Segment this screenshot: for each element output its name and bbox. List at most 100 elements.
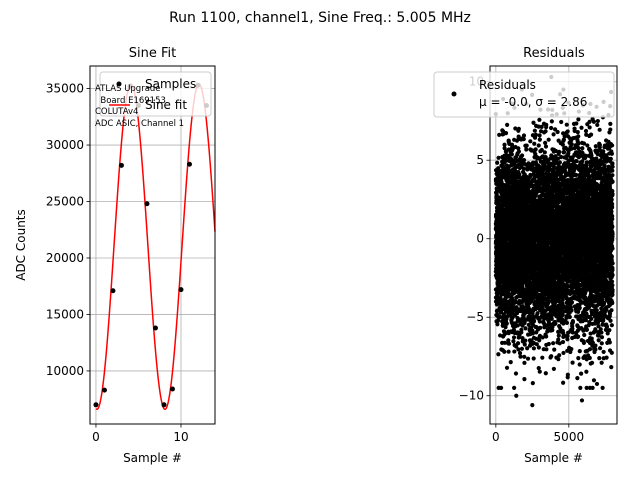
sine-fit-xtick-label: 0	[92, 430, 100, 444]
residual-point	[561, 350, 566, 356]
residual-point	[531, 346, 537, 351]
residual-point	[557, 149, 562, 154]
residual-point	[524, 147, 529, 152]
sine-fit-ytick-label: 10000	[46, 364, 84, 378]
residual-point	[512, 349, 517, 354]
residual-point	[497, 132, 502, 137]
residual-point	[561, 380, 566, 385]
residual-point	[528, 139, 533, 144]
residual-point	[536, 366, 541, 371]
residual-point	[523, 338, 528, 343]
residual-point	[551, 132, 556, 137]
residual-point	[519, 300, 525, 305]
residual-point	[533, 132, 538, 137]
sine-fit-xtick-label: 10	[173, 430, 188, 444]
residual-point	[495, 160, 500, 165]
residual-point	[504, 365, 510, 370]
residual-point	[496, 352, 501, 357]
residual-point	[544, 334, 549, 339]
sine-fit-ytick-label: 15000	[46, 307, 84, 321]
residual-point	[509, 152, 514, 157]
sine-fit-ticks: 0 10 10000 15000 20000 25000 30000 35000	[46, 82, 189, 444]
residual-point	[511, 339, 516, 344]
residual-point	[520, 153, 525, 158]
residual-point	[516, 146, 521, 151]
residual-point	[503, 130, 509, 136]
residual-point	[522, 354, 527, 359]
residual-point	[521, 158, 527, 163]
residual-point	[551, 341, 556, 346]
residual-point	[522, 342, 527, 347]
residual-point	[516, 149, 522, 154]
residual-point	[522, 360, 527, 365]
residual-point	[502, 349, 507, 354]
sine-fit-ylabel: ADC Counts	[14, 209, 28, 281]
residual-point	[561, 150, 567, 155]
annotation-line-4: ADC ASIC, Channel 1	[95, 119, 184, 129]
residual-point	[518, 354, 523, 359]
residual-point	[496, 155, 501, 160]
residual-point	[537, 137, 542, 142]
residual-point	[512, 385, 517, 390]
residual-point	[537, 369, 542, 374]
residual-point	[522, 377, 527, 382]
residual-point	[524, 143, 529, 148]
residual-point	[515, 323, 520, 328]
residual-point	[564, 122, 569, 127]
residual-point	[543, 371, 548, 376]
residual-point	[556, 357, 561, 362]
residual-point	[546, 299, 551, 304]
residual-point	[495, 318, 501, 323]
residual-point	[533, 147, 538, 152]
residual-point	[525, 356, 531, 361]
residual-point	[516, 347, 521, 352]
residual-point	[544, 122, 549, 127]
residual-point	[543, 129, 548, 134]
residual-point	[506, 349, 511, 354]
residual-point	[564, 320, 569, 326]
residual-point	[557, 353, 562, 358]
sample-point	[186, 161, 192, 167]
residual-point	[560, 142, 566, 147]
residual-point	[536, 345, 541, 350]
sine-fit-legend: Samples Sine fit	[99, 71, 212, 117]
residual-point	[537, 133, 542, 138]
sample-point	[178, 287, 184, 293]
residual-point	[506, 341, 512, 346]
sine-fit-ytick-label: 35000	[46, 82, 84, 96]
sine-fit-annotation: ATLAS Upgrade Board E169153 COLUTAv4 ADC…	[95, 84, 184, 129]
sine-fit-ytick-label: 20000	[46, 251, 84, 265]
residual-point	[513, 344, 519, 349]
residual-point	[519, 346, 525, 351]
residual-point	[553, 321, 558, 326]
residual-point	[531, 319, 537, 324]
residual-point	[549, 316, 554, 321]
residual-point	[506, 338, 511, 343]
residual-point	[546, 137, 551, 142]
annotation-line-2: Board E169153	[95, 96, 166, 106]
residual-point	[517, 172, 522, 177]
residual-point	[532, 128, 537, 133]
residual-point	[516, 126, 521, 131]
sample-point	[161, 402, 167, 408]
sine-fit-ytick-label: 30000	[46, 138, 84, 152]
sine-fit-ytick-label: 25000	[46, 195, 84, 209]
residuals-plot-area	[493, 74, 615, 408]
residual-point	[549, 119, 554, 124]
residual-point	[517, 350, 523, 356]
annotation-line-3: COLUTAv4	[95, 107, 138, 117]
residual-point	[523, 326, 528, 331]
residual-point	[559, 119, 564, 125]
residual-point	[549, 125, 554, 131]
residual-point	[537, 117, 542, 122]
residual-point	[556, 333, 561, 338]
residual-point	[543, 144, 549, 149]
residual-point	[565, 129, 570, 134]
residual-point	[505, 122, 510, 127]
residual-point	[557, 160, 562, 165]
residual-point	[530, 381, 535, 386]
residual-point	[515, 341, 521, 346]
residual-point	[546, 341, 551, 347]
legend-samples-label: Samples	[145, 77, 196, 91]
